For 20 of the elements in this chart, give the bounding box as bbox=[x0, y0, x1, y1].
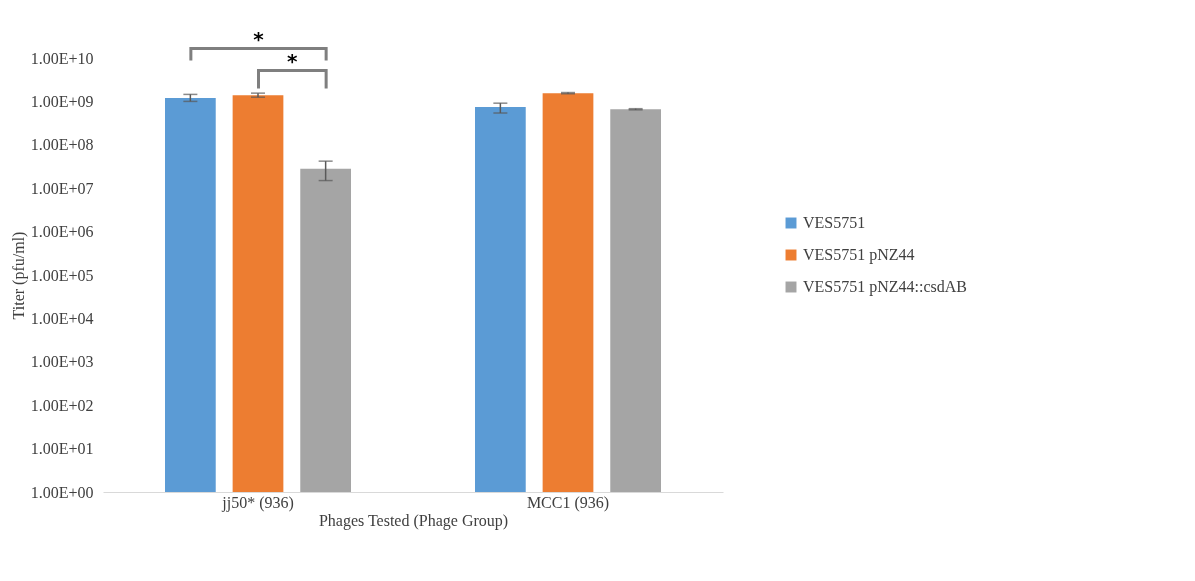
legend-label: VES5751 bbox=[803, 214, 866, 231]
x-tick-label: jj50* (936) bbox=[221, 493, 294, 512]
y-tick-label: 1.00E+07 bbox=[30, 179, 94, 197]
y-tick-label: 1.00E+03 bbox=[30, 353, 94, 371]
y-tick-label: 1.00E+01 bbox=[30, 440, 94, 458]
annotation: * bbox=[287, 48, 299, 73]
y-tick-label: 1.00E+05 bbox=[30, 266, 94, 284]
legend-label: VES5751 pNZ44 bbox=[803, 246, 915, 264]
y-tick-label: 1.00E+09 bbox=[30, 92, 94, 110]
y-tick-label: 1.00E+06 bbox=[30, 223, 94, 241]
y-tick-label: 1.00E+08 bbox=[30, 136, 94, 154]
y-tick-label: 1.00E+10 bbox=[30, 49, 94, 67]
y-tick-label: 1.00E+04 bbox=[30, 309, 94, 327]
x-axis-title: Phages Tested (Phage Group) bbox=[318, 511, 509, 530]
y-tick-label: 1.00E+00 bbox=[30, 483, 94, 501]
text: * bbox=[253, 26, 265, 51]
legend-label: VES5751 pNZ44::csdAB bbox=[803, 278, 967, 296]
y-axis-title: Titer (pfu/ml) bbox=[9, 231, 28, 320]
y-tick-label: 1.00E+02 bbox=[30, 396, 94, 414]
x-tick-label: MCC1 (936) bbox=[526, 493, 610, 512]
